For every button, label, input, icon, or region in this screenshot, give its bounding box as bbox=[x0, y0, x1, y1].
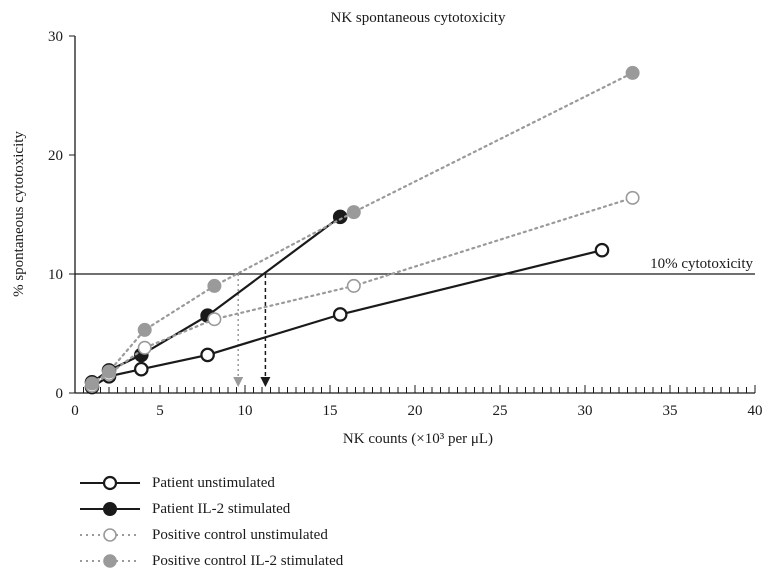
legend-label: Patient IL-2 stimulated bbox=[152, 500, 291, 517]
legend-swatch-control-il2 bbox=[80, 554, 140, 568]
y-axis-title: % spontaneous cytotoxicity bbox=[11, 131, 27, 297]
arrows-group bbox=[233, 274, 271, 387]
x-tick-label: 25 bbox=[493, 403, 508, 419]
data-point bbox=[346, 278, 361, 293]
axes bbox=[74, 36, 755, 394]
legend-label: Positive control IL-2 stimulated bbox=[152, 552, 344, 569]
legend: Patient unstimulated Patient IL-2 stimul… bbox=[80, 470, 343, 574]
x-tick-label: 5 bbox=[156, 403, 164, 419]
x-tick-label: 30 bbox=[578, 403, 593, 419]
data-point bbox=[625, 190, 640, 205]
data-point bbox=[346, 205, 361, 220]
x-axis-title: NK counts (×10³ per μL) bbox=[343, 431, 493, 447]
legend-swatch-control-unstimulated bbox=[80, 528, 140, 542]
legend-item: Positive control unstimulated bbox=[80, 522, 343, 548]
y-tick-label: 20 bbox=[48, 148, 63, 164]
data-point bbox=[207, 312, 222, 327]
x-tick-label: 20 bbox=[408, 403, 423, 419]
series-4 bbox=[85, 65, 640, 391]
data-point bbox=[134, 361, 149, 377]
legend-item: Positive control IL-2 stimulated bbox=[80, 548, 343, 574]
x-tick-label: 10 bbox=[238, 403, 253, 419]
series-2 bbox=[84, 209, 348, 390]
data-point bbox=[102, 364, 117, 379]
series-group bbox=[84, 65, 640, 395]
legend-label: Patient unstimulated bbox=[152, 474, 275, 491]
data-point bbox=[200, 347, 215, 363]
data-point bbox=[594, 242, 610, 258]
x-tick-label: 35 bbox=[663, 403, 678, 419]
legend-item: Patient unstimulated bbox=[80, 470, 343, 496]
legend-item: Patient IL-2 stimulated bbox=[80, 496, 343, 522]
data-point bbox=[207, 278, 222, 293]
y-tick-label: 30 bbox=[48, 29, 63, 45]
chart-title: NK spontaneous cytotoxicity bbox=[331, 10, 506, 26]
data-point bbox=[85, 376, 100, 391]
series-3 bbox=[85, 190, 640, 393]
series-line bbox=[91, 249, 603, 389]
series-line bbox=[90, 196, 634, 387]
legend-swatch-patient-unstimulated bbox=[80, 475, 140, 491]
legend-swatch-patient-il2 bbox=[80, 502, 140, 516]
x-tick-label: 0 bbox=[71, 403, 79, 419]
data-point bbox=[137, 322, 152, 337]
y-tick-label: 0 bbox=[56, 386, 64, 402]
reference-line-label: 10% cytotoxicity bbox=[650, 256, 753, 272]
chart: NK spontaneous cytotoxicity 0 5 10 15 20 25 30… bbox=[11, 10, 763, 447]
reference-line-group: 10% cytotoxicity bbox=[75, 256, 755, 275]
x-tick-label: 15 bbox=[323, 403, 338, 419]
series-line bbox=[91, 216, 341, 384]
x-tick-label: 40 bbox=[748, 403, 763, 419]
legend-label: Positive control unstimulated bbox=[152, 526, 328, 543]
data-point bbox=[625, 65, 640, 80]
arrow-head bbox=[233, 377, 244, 387]
arrow-head bbox=[260, 377, 271, 387]
data-point bbox=[137, 340, 152, 355]
ticks: 0 5 10 15 20 25 30 35 40 0 10 20 30 bbox=[48, 29, 763, 419]
y-tick-label: 10 bbox=[48, 267, 63, 283]
data-point bbox=[332, 307, 348, 322]
